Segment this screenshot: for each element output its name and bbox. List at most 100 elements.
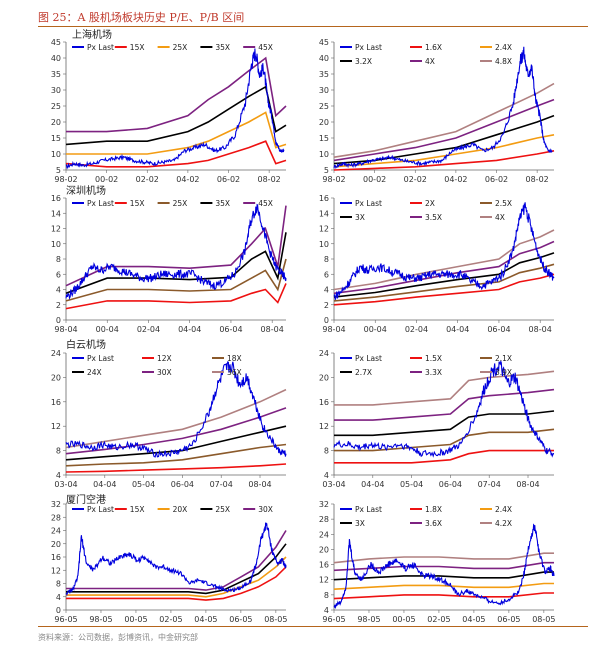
y-tick-label: 20 — [51, 540, 61, 549]
legend-label: 3.2X — [355, 57, 372, 66]
legend-label: 30X — [258, 505, 273, 514]
bottom-divider — [38, 626, 588, 627]
band-line-12X — [65, 463, 287, 473]
y-tick-label: 8 — [56, 447, 61, 456]
legend-item-Px Last: Px Last — [72, 505, 114, 514]
y-tick-label: 4 — [324, 286, 329, 295]
legend-label: 3.3X — [425, 368, 442, 377]
price-line — [333, 202, 555, 300]
x-tick-label: 98-05 — [89, 615, 112, 624]
band-line-1.6X — [333, 150, 555, 171]
legend-item-4X: 4X — [410, 57, 435, 66]
y-tick-label: 10 — [51, 150, 61, 159]
section-title-shenzhen: 深圳机场 — [66, 186, 106, 197]
y-tick-label: 35 — [51, 70, 61, 79]
legend-label: 20X — [173, 505, 188, 514]
top-divider — [38, 26, 588, 27]
x-tick-label: 04-02 — [444, 175, 467, 184]
legend-label: 2.5X — [495, 199, 512, 208]
x-tick-label: 08-02 — [258, 175, 281, 184]
y-tick-label: 28 — [51, 513, 61, 522]
legend-label: 25X — [173, 199, 188, 208]
legend-item-Px Last: Px Last — [72, 199, 114, 208]
legend-item-Px Last: Px Last — [340, 505, 382, 514]
y-tick-label: 4 — [56, 471, 61, 480]
y-tick-label: 14 — [319, 209, 329, 218]
x-tick-label: 07-04 — [478, 480, 501, 489]
legend-item-4X: 4X — [480, 213, 505, 222]
legend-label: 24X — [87, 368, 102, 377]
legend-item-15X: 15X — [114, 43, 144, 52]
band-line-15X — [66, 566, 287, 601]
band-line-15X — [65, 283, 287, 310]
legend-label: 4.2X — [495, 519, 512, 528]
x-tick-label: 96-05 — [54, 615, 77, 624]
chart-xiamen-pb: 4 8 12 16 20 24 28 32 96-05 98-05 00-05 02-05 04-05 0… — [319, 500, 556, 624]
y-tick-label: 24 — [51, 527, 61, 536]
legend-label: 45X — [258, 43, 273, 52]
legend-label: 1.5X — [425, 354, 442, 363]
y-tick-label: 4 — [324, 471, 329, 480]
legend-item-4.8X: 4.8X — [480, 57, 512, 66]
y-tick-label: 0 — [324, 316, 329, 325]
band-line-45X — [66, 56, 287, 133]
legend-item-Px Last: Px Last — [72, 354, 114, 363]
x-tick-label: 00-02 — [363, 175, 386, 184]
y-tick-label: 12 — [51, 422, 61, 431]
x-tick-label: 00-04 — [364, 325, 387, 334]
band-line-3X — [333, 571, 554, 581]
x-tick-label: 02-04 — [137, 325, 160, 334]
x-tick-label: 06-05 — [229, 615, 252, 624]
source-note: 资料来源：公司数据，彭博资讯，中金研究部 — [38, 633, 198, 642]
legend-item-12X: 12X — [142, 354, 172, 363]
legend-label: 35X — [215, 199, 230, 208]
y-tick-label: 32 — [51, 500, 61, 509]
x-tick-label: 08-05 — [532, 615, 555, 624]
legend-item-1.6X: 1.6X — [410, 43, 442, 52]
legend-item-3.5X: 3.5X — [410, 213, 442, 222]
band-line-4.8X — [333, 82, 555, 158]
section-title-xiamen: 厦门空港 — [66, 495, 106, 506]
legend-label: Px Last — [355, 505, 382, 514]
band-line-15X — [65, 140, 287, 168]
price-line — [65, 361, 287, 458]
legend-label: 3.6X — [425, 519, 442, 528]
legend-label: Px Last — [87, 354, 114, 363]
x-tick-label: 08-05 — [264, 615, 287, 624]
legend: Px Last 15X 20X 25X 30X — [72, 505, 273, 514]
y-tick-label: 20 — [51, 373, 61, 382]
section-title-baiyun: 白云机场 — [66, 340, 106, 351]
legend: Px Last 1.8X 2.4X 3X 3.6X 4.2X — [340, 505, 512, 528]
band-line-25X — [66, 543, 287, 595]
y-tick-label: 5 — [56, 166, 61, 175]
y-tick-label: 16 — [319, 561, 329, 570]
x-tick-label: 06-04 — [219, 325, 242, 334]
legend-label: Px Last — [87, 199, 114, 208]
y-tick-label: 0 — [56, 316, 61, 325]
y-tick-label: 8 — [324, 591, 329, 600]
y-tick-label: 12 — [319, 422, 329, 431]
legend-label: 25X — [173, 43, 188, 52]
y-tick-label: 8 — [56, 255, 61, 264]
legend-label: 3X — [355, 519, 365, 528]
x-tick-label: 00-02 — [95, 175, 118, 184]
band-line-2X — [333, 273, 555, 306]
legend-item-30X: 30X — [243, 505, 273, 514]
y-tick-label: 12 — [51, 566, 61, 575]
x-tick-label: 06-04 — [487, 325, 510, 334]
x-tick-label: 98-05 — [357, 615, 380, 624]
band-line-25X — [66, 111, 287, 155]
legend: Px Last 15X 25X 35X 45X — [72, 43, 273, 52]
x-tick-label: 08-04 — [248, 480, 271, 489]
legend-item-30X: 30X — [142, 368, 172, 377]
price-line — [65, 48, 285, 170]
y-tick-label: 20 — [51, 118, 61, 127]
x-tick-label: 98-02 — [322, 175, 345, 184]
y-tick-label: 2 — [56, 301, 61, 310]
band-line-25X — [65, 258, 287, 302]
price-line — [65, 203, 287, 300]
x-tick-label: 02-05 — [159, 615, 182, 624]
y-tick-label: 4 — [56, 286, 61, 295]
x-tick-label: 02-05 — [427, 615, 450, 624]
legend-item-24X: 24X — [72, 368, 102, 377]
